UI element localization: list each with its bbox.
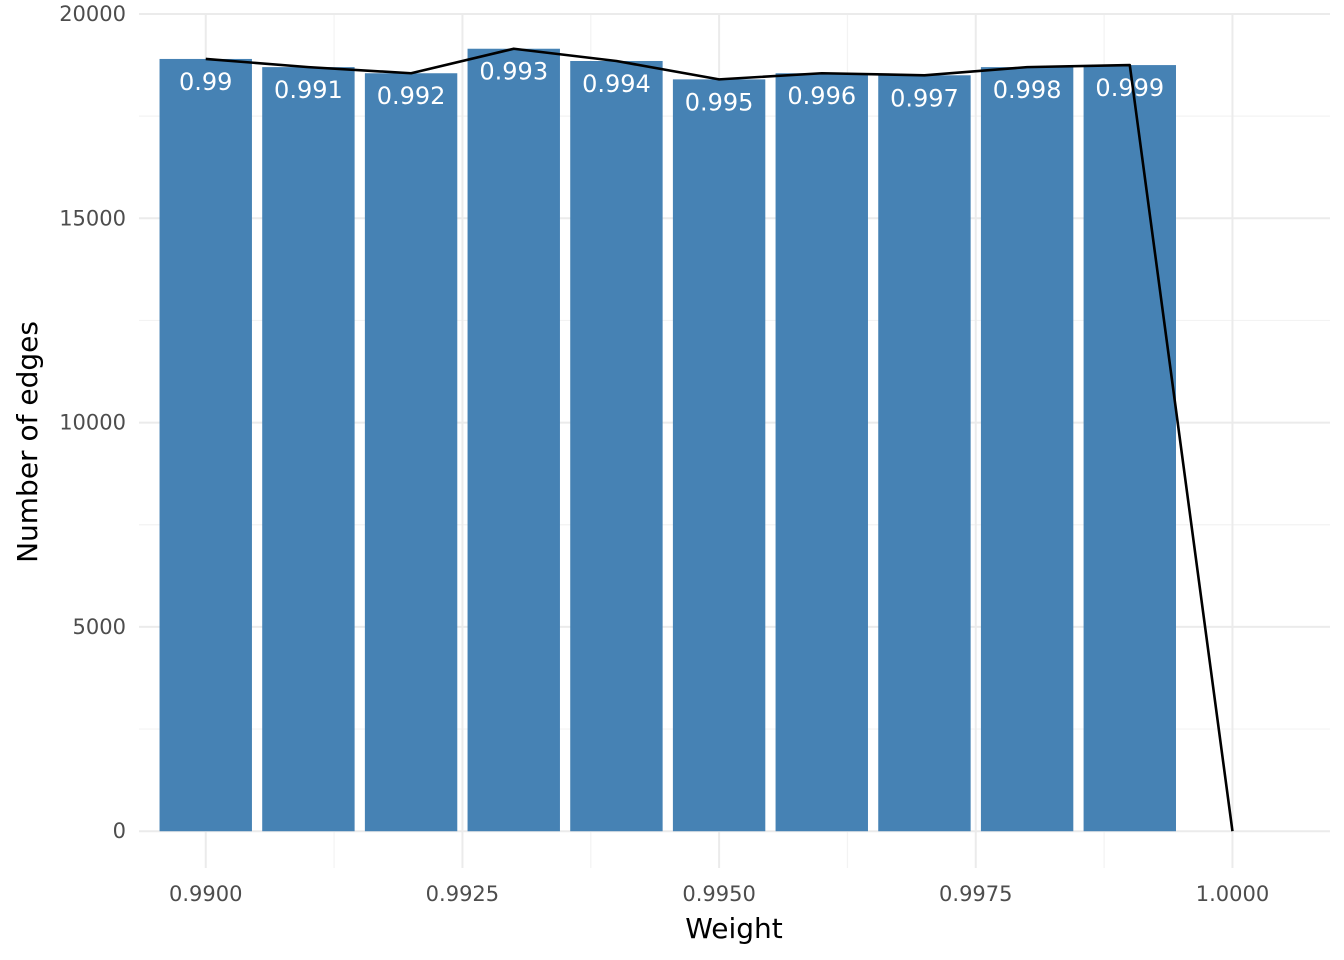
x-tick-label: 0.9975 xyxy=(939,882,1012,906)
bar-label: 0.993 xyxy=(479,58,548,86)
tick-labels: 0 5000 10000 15000 20000 0.9900 0.9925 0.9950 0.… xyxy=(59,2,1269,906)
bar-0.994 xyxy=(570,60,663,832)
trend-line xyxy=(205,47,1234,832)
y-tick-label: 10000 xyxy=(59,411,126,435)
x-axis-title: Weight xyxy=(685,912,783,945)
x-tick-label: 0.9900 xyxy=(169,882,242,906)
y-tick-label: 15000 xyxy=(59,206,126,230)
bar-label: 0.998 xyxy=(993,76,1062,104)
x-tick-label: 0.9925 xyxy=(426,882,499,906)
trend-line-path xyxy=(205,47,1234,832)
x-tick-label: 1.0000 xyxy=(1196,882,1269,906)
y-axis-title: Number of edges xyxy=(11,321,44,563)
bar-label: 0.99 xyxy=(179,68,232,96)
bar-labels: 0.99 0.991 0.992 0.993 0.994 0.995 0.996 0.997 0… xyxy=(179,58,1164,117)
bar-0.992 xyxy=(364,73,458,832)
bar-label: 0.997 xyxy=(890,84,959,112)
bar-0.998 xyxy=(980,67,1074,832)
bar-0.996 xyxy=(775,73,868,832)
bar-0.995 xyxy=(672,79,766,832)
bar-0.991 xyxy=(262,67,355,832)
bars xyxy=(159,48,1176,832)
bar-label: 0.991 xyxy=(274,76,343,104)
bar-label: 0.999 xyxy=(1095,74,1164,102)
bar-label: 0.992 xyxy=(377,82,446,110)
bar-label: 0.996 xyxy=(787,82,856,110)
bar-0.993 xyxy=(467,48,560,832)
y-tick-label: 20000 xyxy=(59,2,126,26)
bar-0.999 xyxy=(1083,65,1176,832)
bar-0.997 xyxy=(878,75,971,832)
x-tick-label: 0.9950 xyxy=(682,882,755,906)
bar-label: 0.994 xyxy=(582,70,651,98)
bar-label: 0.995 xyxy=(685,88,754,116)
y-tick-label: 5000 xyxy=(73,615,126,639)
bar-0.99 xyxy=(159,58,252,832)
y-tick-label: 0 xyxy=(113,819,126,843)
